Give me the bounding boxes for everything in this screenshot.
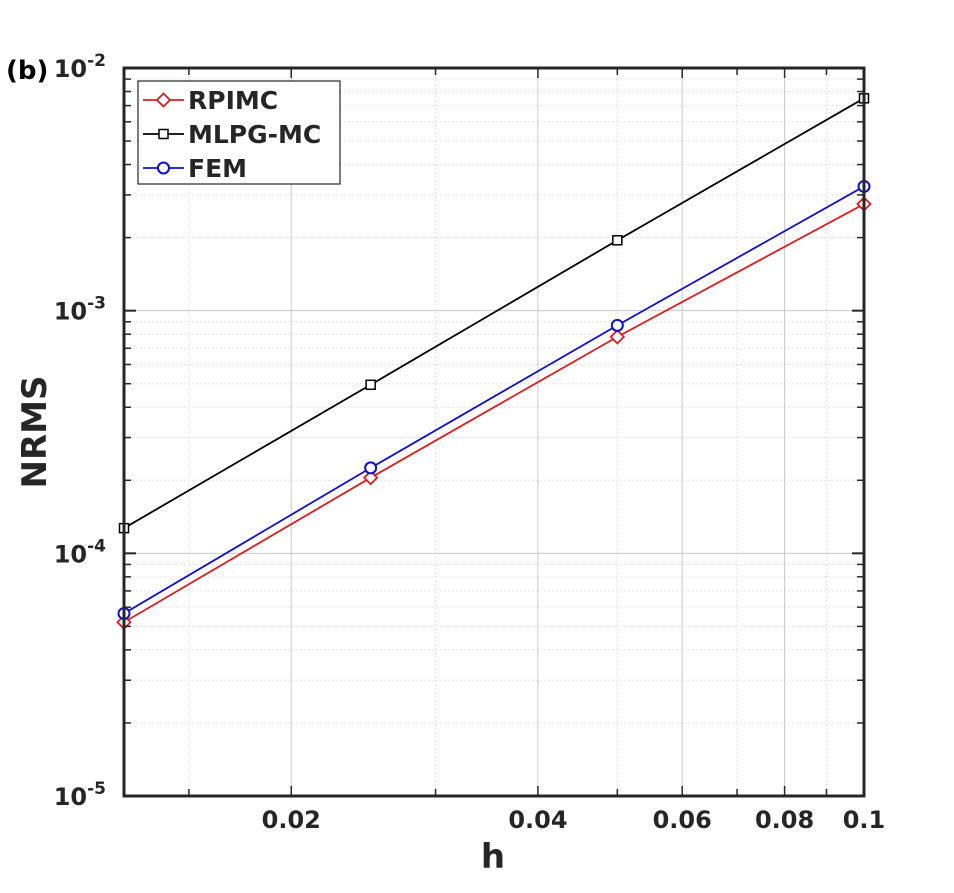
series-line-fem — [123, 185, 865, 615]
y-tick-base: 10 — [54, 540, 87, 568]
x-tick-label: 0.08 — [755, 806, 814, 834]
legend-label-rpimc: RPIMC — [188, 86, 278, 115]
data-point-mlpg-mc — [365, 379, 376, 391]
data-point-rpimc — [362, 469, 379, 486]
series-line-mlpg-mc — [123, 97, 865, 529]
series-layer — [116, 93, 872, 631]
tick-marks — [124, 67, 864, 797]
x-tick-label: 0.04 — [508, 806, 567, 834]
legend-marker-mlpg-mc — [158, 128, 169, 140]
y-axis-label: NRMS — [15, 376, 55, 489]
x-tick-label: 0.02 — [262, 806, 321, 834]
y-tick-exponent: -5 — [87, 779, 106, 799]
x-tick-labels: 0.02 0.04 0.06 0.08 0.1 — [262, 806, 886, 834]
x-axis-label: h — [481, 837, 505, 877]
y-tick-base: 10 — [54, 298, 87, 326]
y-tick-label: 10-3 — [54, 294, 106, 326]
data-point-mlpg-mc — [612, 235, 623, 246]
y-tick-base: 10 — [54, 783, 87, 811]
x-tick-label: 0.1 — [843, 806, 886, 834]
y-tick-base: 10 — [54, 55, 87, 83]
y-tick-exponent: -3 — [87, 294, 106, 314]
minor-grid — [124, 68, 864, 796]
y-tick-exponent: -4 — [87, 536, 106, 556]
x-tick-label: 0.06 — [653, 806, 712, 834]
legend-label-mlpg-mc: MLPG-MC — [188, 120, 321, 149]
data-point-fem — [610, 318, 624, 332]
data-point-rpimc — [609, 329, 626, 345]
y-tick-label: 10-4 — [54, 536, 106, 568]
legend-marker-rpimc — [155, 92, 172, 108]
panel-label: (b) — [6, 56, 48, 86]
y-tick-labels: 10-510-410-310-2 — [54, 51, 106, 811]
series-line-rpimc — [123, 203, 865, 624]
axes-box — [122, 66, 866, 798]
y-tick-exponent: -2 — [87, 51, 106, 71]
data-point-fem — [364, 461, 378, 475]
y-tick-label: 10-5 — [54, 779, 106, 811]
y-tick-label: 10-2 — [54, 51, 106, 83]
legend-label-fem: FEM — [188, 154, 247, 183]
legend: RPIMC MLPG-MC FEM — [137, 80, 341, 185]
legend-marker-fem — [157, 161, 170, 175]
legend-box — [137, 80, 341, 185]
